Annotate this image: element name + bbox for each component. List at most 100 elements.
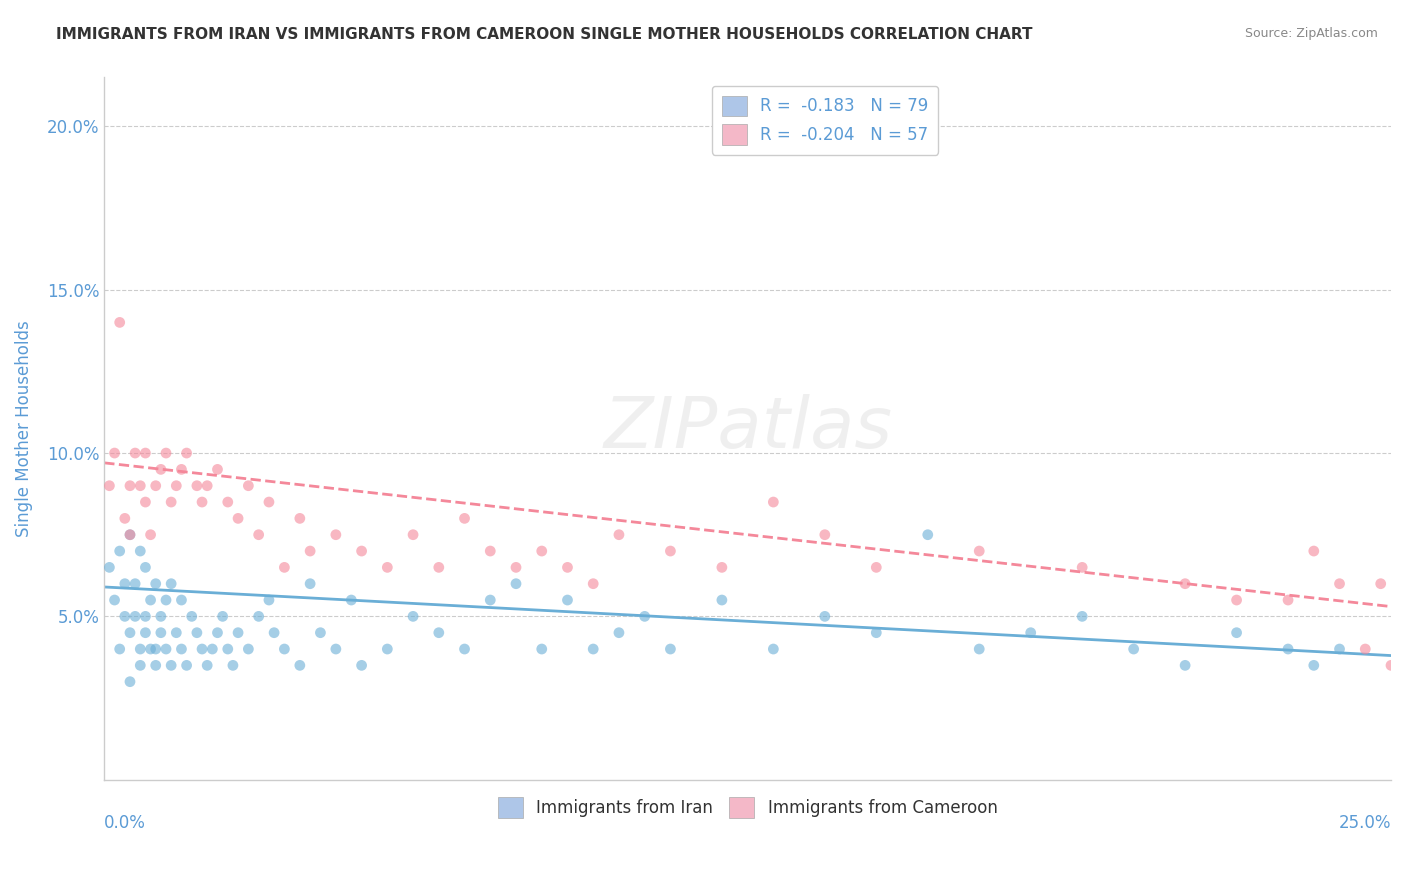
Point [340,593,363,607]
Point [402,527,425,541]
Point [149,625,172,640]
Point [1226,593,1249,607]
Point [134,625,156,640]
Point [98,560,121,574]
Point [257,495,280,509]
Point [375,560,398,574]
Point [103,593,125,607]
Point [309,625,332,640]
Point [134,446,156,460]
Point [1174,576,1197,591]
Point [145,576,167,591]
Point [160,495,183,509]
Point [1302,544,1324,558]
Point [530,544,553,558]
Point [479,593,502,607]
Point [149,462,172,476]
Point [191,495,214,509]
Point [149,609,172,624]
Point [139,642,162,657]
Point [967,642,990,657]
Point [222,658,245,673]
Point [129,544,152,558]
Point [1071,609,1094,624]
Point [557,560,579,574]
Point [108,315,131,329]
Point [118,527,141,541]
Point [453,642,475,657]
Point [814,609,837,624]
Point [1019,625,1042,640]
Point [207,625,229,640]
Point [325,642,347,657]
Point [263,625,285,640]
Point [217,495,239,509]
Point [710,560,733,574]
Point [865,560,887,574]
Point [160,658,183,673]
Point [402,609,425,624]
Point [108,544,131,558]
Point [180,609,202,624]
Point [145,479,167,493]
Point [375,642,398,657]
Text: IMMIGRANTS FROM IRAN VS IMMIGRANTS FROM CAMEROON SINGLE MOTHER HOUSEHOLDS CORREL: IMMIGRANTS FROM IRAN VS IMMIGRANTS FROM … [56,27,1033,42]
Point [238,479,260,493]
Point [207,462,229,476]
Point [762,495,785,509]
Point [1369,576,1392,591]
Point [607,527,630,541]
Point [350,658,373,673]
Point [865,625,887,640]
Point [505,576,527,591]
Text: 25.0%: 25.0% [1339,814,1391,832]
Point [1071,560,1094,574]
Text: ZIPatlas: ZIPatlas [603,394,893,463]
Point [299,576,322,591]
Point [217,642,239,657]
Point [659,544,682,558]
Point [659,642,682,657]
Point [762,642,785,657]
Point [195,658,218,673]
Point [350,544,373,558]
Point [427,560,450,574]
Point [134,609,156,624]
Point [191,642,214,657]
Point [201,642,224,657]
Point [195,479,218,493]
Point [325,527,347,541]
Point [1226,625,1249,640]
Point [129,479,152,493]
Point [145,642,167,657]
Point [1277,593,1299,607]
Point [814,527,837,541]
Point [103,446,125,460]
Point [114,576,136,591]
Point [98,479,121,493]
Point [1277,642,1299,657]
Point [1354,642,1376,657]
Point [170,593,193,607]
Point [226,625,249,640]
Point [129,642,152,657]
Point [582,576,605,591]
Point [557,593,579,607]
Point [176,446,198,460]
Point [139,593,162,607]
Point [967,544,990,558]
Point [170,642,193,657]
Point [186,625,208,640]
Y-axis label: Single Mother Households: Single Mother Households [15,320,32,537]
Point [273,642,295,657]
Point [247,527,270,541]
Point [1174,658,1197,673]
Point [1302,658,1324,673]
Point [247,609,270,624]
Point [114,609,136,624]
Point [1329,576,1351,591]
Point [160,576,183,591]
Point [170,462,193,476]
Text: 0.0%: 0.0% [104,814,146,832]
Point [176,658,198,673]
